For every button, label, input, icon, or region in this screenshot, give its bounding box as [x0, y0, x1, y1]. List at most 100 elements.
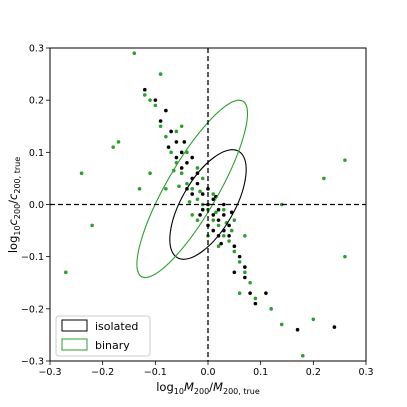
binary-point: [237, 291, 242, 295]
isolated-point: [232, 244, 237, 249]
binary-point: [237, 260, 242, 264]
x-axis-label: log10M200/M200, true: [156, 380, 260, 396]
binary-point: [148, 98, 152, 102]
y-axis-label-var2: c: [6, 193, 20, 200]
binary-point: [243, 270, 247, 275]
isolated-point: [222, 202, 226, 207]
y-tick-label: −0.2: [21, 304, 44, 315]
isolated-point: [222, 213, 226, 217]
isolated-point: [295, 327, 300, 332]
y-axis-label-log: log: [6, 236, 20, 254]
binary-point: [222, 207, 226, 212]
y-tick-label: 0.0: [29, 200, 44, 211]
binary-point: [216, 223, 221, 228]
y-tick-label: −0.1: [21, 252, 44, 263]
y-tick-label: −0.3: [21, 357, 44, 368]
isolated-point: [211, 197, 216, 202]
legend: isolated binary: [55, 315, 151, 357]
binary-point: [279, 202, 284, 207]
isolated-point: [153, 98, 158, 102]
isolated-point: [243, 265, 247, 269]
isolated-point: [227, 223, 231, 228]
binary-point: [179, 171, 184, 175]
legend-swatch-isolated: [61, 319, 88, 332]
isolated-point: [216, 218, 221, 222]
binary-point: [216, 244, 221, 249]
binary-point: [227, 239, 231, 243]
binary-point: [198, 189, 202, 194]
isolated-point: [166, 145, 171, 149]
x-tick-label: 0.0: [200, 367, 215, 378]
binary-point: [343, 158, 347, 162]
y-axis-label-sub10: 10: [13, 225, 22, 235]
binary-point: [64, 270, 68, 275]
binary-point: [79, 171, 84, 175]
isolated-point: [198, 213, 202, 217]
binary-point: [301, 353, 305, 358]
isolated-point: [227, 234, 231, 238]
binary-point: [248, 280, 252, 285]
isolated-point: [248, 291, 252, 295]
binary-point: [243, 234, 247, 238]
isolated-point: [174, 140, 179, 144]
legend-box: [55, 315, 151, 357]
binary-point: [164, 187, 168, 191]
y-axis-label-sub200true: 200, true: [13, 157, 22, 194]
x-axis-label-sub200: 200: [194, 387, 209, 396]
binary-point: [269, 307, 274, 311]
binary-point: [195, 166, 200, 170]
points-layer: [64, 51, 347, 358]
binary-point: [214, 210, 218, 215]
x-tick-label: −0.2: [91, 367, 114, 378]
x-axis-label-var: M: [184, 380, 194, 394]
x-tick-label: −0.1: [144, 367, 167, 378]
binary-point: [200, 176, 205, 181]
ellipse-layer: [136, 99, 249, 279]
legend-label-binary: binary: [95, 339, 130, 352]
legend-swatch-binary: [61, 338, 88, 351]
binary-point: [148, 171, 152, 175]
binary-point: [187, 200, 192, 204]
y-axis-label-sub200: 200: [13, 204, 22, 219]
binary-point: [111, 145, 115, 149]
x-axis-ticks: −0.3 −0.2 −0.1 0.0 0.1 0.2 0.3: [38, 361, 374, 378]
isolated-point: [264, 291, 268, 295]
isolated-point: [158, 119, 163, 123]
binary-point: [158, 124, 163, 129]
y-axis-label-var: c: [6, 218, 20, 225]
y-axis-label-slash: /: [6, 200, 20, 204]
binary-point: [229, 228, 234, 233]
y-tick-label: 0.2: [29, 96, 44, 107]
x-tick-label: 0.1: [253, 367, 268, 378]
isolated-point: [182, 140, 187, 144]
binary-point: [232, 249, 237, 254]
binary-point: [232, 218, 237, 222]
x-axis-label-log: log: [156, 380, 174, 394]
binary-point: [279, 322, 284, 327]
binary-point: [190, 187, 194, 191]
x-axis-label-sub10: 10: [174, 387, 184, 396]
binary-point: [174, 129, 179, 134]
binary-point: [137, 187, 142, 191]
y-tick-label: 0.1: [29, 148, 44, 159]
binary-point: [211, 218, 216, 222]
binary-point: [195, 197, 200, 202]
binary-ellipse: [136, 99, 249, 279]
isolated-point: [237, 254, 242, 259]
isolated-point: [211, 213, 216, 217]
isolated-point: [190, 155, 194, 160]
binary-point: [185, 181, 189, 186]
isolated-point: [332, 325, 337, 329]
isolated-point: [216, 207, 221, 212]
isolated-point: [185, 160, 189, 165]
binary-point: [179, 124, 184, 129]
binary-point: [195, 218, 200, 222]
binary-point: [311, 317, 316, 322]
y-tick-label: 0.3: [29, 44, 44, 55]
binary-point: [164, 134, 168, 139]
binary-point: [143, 93, 147, 97]
x-tick-label: 0.2: [306, 367, 321, 378]
binary-point: [222, 234, 226, 238]
binary-point: [190, 213, 194, 217]
binary-point: [343, 254, 347, 259]
